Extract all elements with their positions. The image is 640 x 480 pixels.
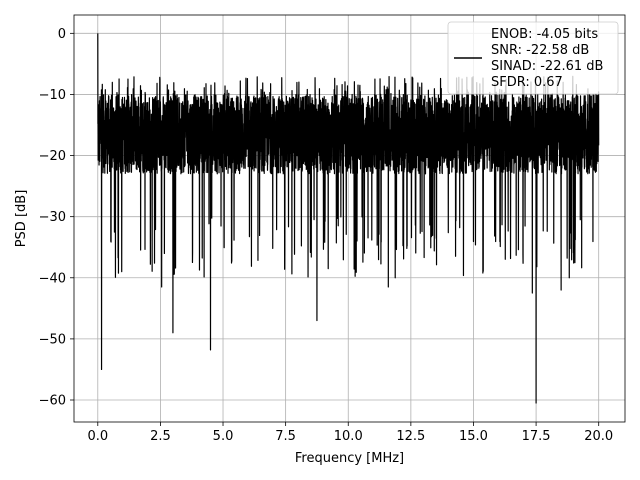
x-tick-label: 5.0 xyxy=(213,429,234,444)
y-tick-label: 0 xyxy=(58,27,66,42)
y-tick-label: −60 xyxy=(39,394,66,409)
y-tick-label: −50 xyxy=(39,332,66,347)
y-tick-label: −30 xyxy=(39,210,66,225)
legend: ENOB: -4.05 bits SNR: -22.58 dB SINAD: -… xyxy=(447,21,619,95)
x-tick-label: 10.0 xyxy=(334,429,363,444)
x-tick-label: 17.5 xyxy=(522,429,551,444)
x-axis-label: Frequency [MHz] xyxy=(295,451,404,466)
x-tick-label: 7.5 xyxy=(275,429,296,444)
axis-ticks: 0.0 2.5 5.0 7.5 10.0 12.5 15.0 17.5 20.0 0 −10 −20 −… xyxy=(39,27,614,444)
legend-snr: SNR: -22.58 dB xyxy=(491,43,589,58)
legend-sfdr: SFDR: 0.67 xyxy=(491,75,563,90)
y-tick-label: −10 xyxy=(39,88,66,103)
y-axis-label: PSD [dB] xyxy=(14,190,29,248)
legend-sinad: SINAD: -22.61 dB xyxy=(491,59,603,74)
psd-series-line xyxy=(97,33,600,404)
plot-frame xyxy=(73,14,626,423)
legend-enob: ENOB: -4.05 bits xyxy=(491,27,598,42)
x-tick-label: 0.0 xyxy=(87,429,108,444)
plot-area xyxy=(97,33,600,404)
legend-box xyxy=(447,21,619,95)
x-tick-label: 15.0 xyxy=(459,429,488,444)
x-tick-label: 2.5 xyxy=(150,429,171,444)
x-tick-label: 20.0 xyxy=(584,429,613,444)
y-tick-label: −40 xyxy=(39,271,66,286)
y-tick-label: −20 xyxy=(39,149,66,164)
x-tick-label: 12.5 xyxy=(396,429,425,444)
